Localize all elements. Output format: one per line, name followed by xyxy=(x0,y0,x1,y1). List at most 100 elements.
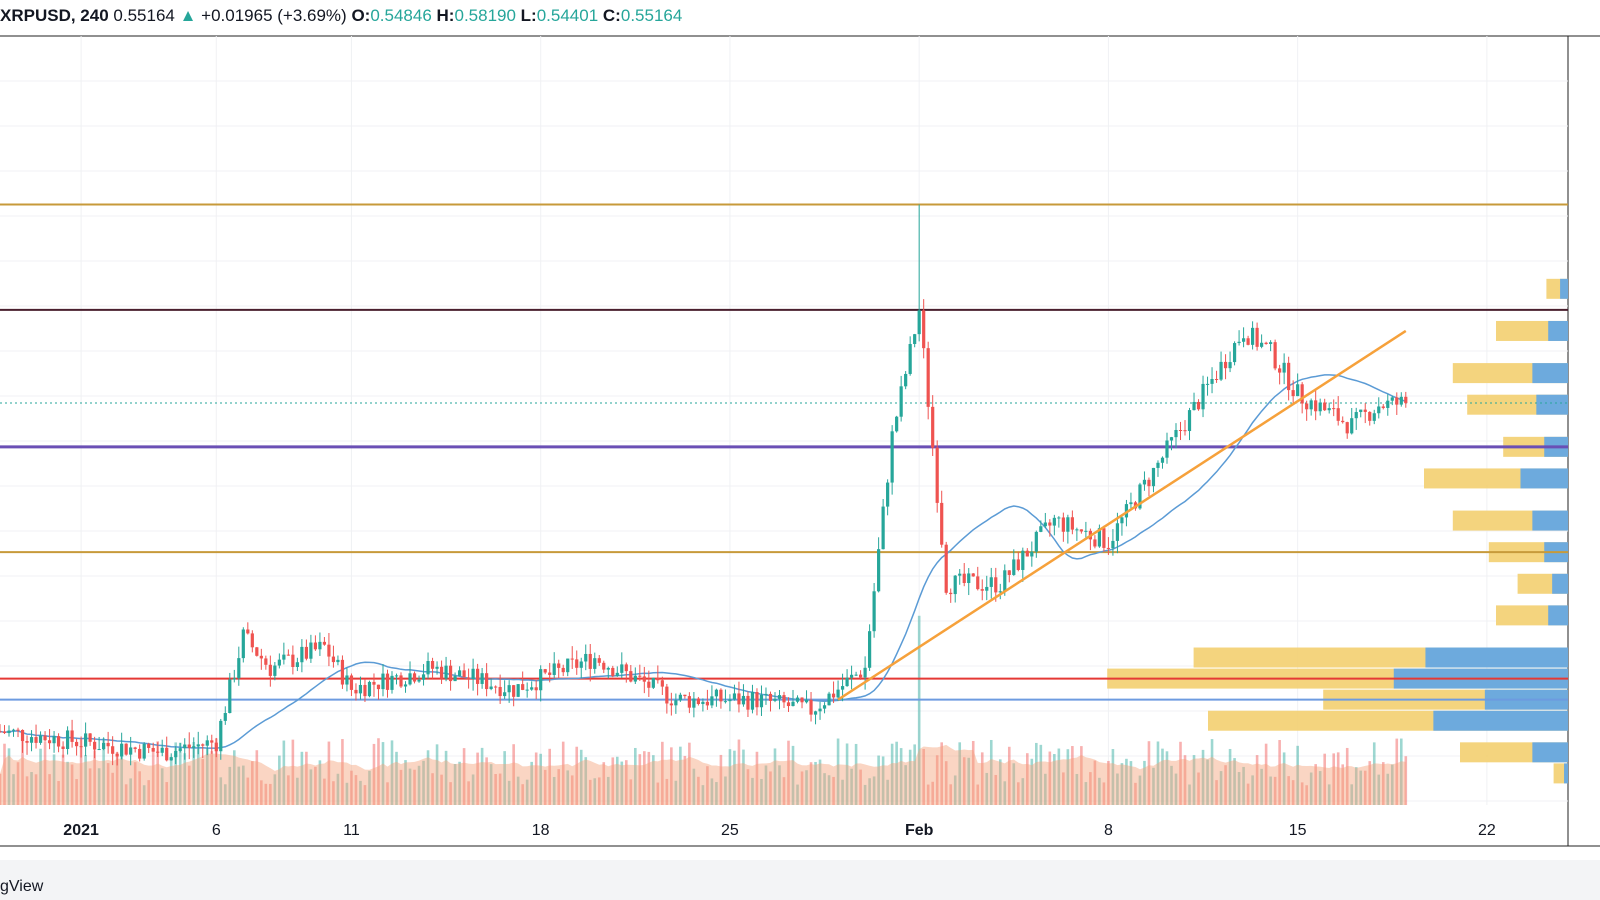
candle-body xyxy=(899,386,903,417)
volume-bar xyxy=(606,776,610,805)
volume-bar xyxy=(1116,773,1119,805)
x-tick-label: 11 xyxy=(343,822,360,839)
volume-bar xyxy=(516,776,520,805)
volume-bar xyxy=(1057,748,1061,805)
volume-bar xyxy=(372,743,376,805)
candle-body xyxy=(908,344,912,374)
volume-bar xyxy=(1323,753,1326,805)
volume-bar xyxy=(223,784,227,805)
candle-body xyxy=(1151,467,1156,487)
volume-bar xyxy=(530,761,533,805)
candle-body xyxy=(277,659,281,666)
candle-body xyxy=(205,740,209,746)
volume-bar xyxy=(183,753,187,805)
candle-body xyxy=(926,348,930,407)
candle-body xyxy=(192,746,196,748)
volume-bar xyxy=(764,765,768,805)
candle-body xyxy=(768,693,773,701)
volume-bar xyxy=(1233,758,1236,805)
candle-body xyxy=(331,656,336,663)
volume-bar xyxy=(1345,747,1349,805)
volume-bar xyxy=(962,757,966,805)
volume-bar xyxy=(688,742,691,805)
volume-bar xyxy=(904,765,907,805)
candle-body xyxy=(1404,396,1408,404)
symbol-name[interactable]: XRPUSD, 240 xyxy=(0,6,109,25)
volume-bar xyxy=(1291,780,1295,805)
candle-body xyxy=(890,431,894,483)
volume-bar xyxy=(1287,776,1290,805)
volume-bar xyxy=(97,768,101,805)
volume-bar xyxy=(1170,765,1173,805)
candle-body xyxy=(38,735,43,743)
candle-body xyxy=(687,696,691,708)
candle-body xyxy=(1129,502,1133,505)
volume-bar xyxy=(160,768,164,805)
price-levels[interactable] xyxy=(0,203,1568,701)
candle-body xyxy=(584,653,588,662)
candle-body xyxy=(1160,457,1165,463)
volume-bar xyxy=(1386,773,1390,805)
volume-bar xyxy=(1395,738,1399,805)
candle-body xyxy=(336,659,340,663)
candle-body xyxy=(1052,517,1056,526)
volume-bar xyxy=(836,738,840,805)
candle-body xyxy=(1075,529,1079,531)
candle-body xyxy=(935,447,939,503)
volume-bar xyxy=(944,761,948,805)
open-label: O: xyxy=(351,6,371,25)
volume-bar xyxy=(363,785,367,805)
candle-body xyxy=(503,692,507,697)
volume-bar xyxy=(823,773,826,805)
volume-bar xyxy=(84,754,87,805)
candle-body xyxy=(1030,551,1034,557)
volume-bar xyxy=(917,615,921,805)
volume-bar xyxy=(751,777,754,805)
candle-body xyxy=(489,686,493,690)
volume-bar xyxy=(652,755,655,805)
candle-body xyxy=(214,742,218,752)
volume-bar xyxy=(444,750,448,805)
candle-body xyxy=(516,684,520,697)
volume-bar xyxy=(327,741,331,805)
candle-body xyxy=(79,746,83,748)
low-value: 0.54401 xyxy=(536,6,599,25)
candle-body xyxy=(1016,559,1020,570)
candle-body xyxy=(363,684,367,697)
candle-body xyxy=(1205,383,1210,385)
volume-bar xyxy=(480,747,484,805)
candle-body xyxy=(759,694,764,708)
volume-bar xyxy=(156,741,160,805)
volume-bar xyxy=(1296,745,1299,805)
volume-bar xyxy=(755,751,759,805)
candle-body xyxy=(457,670,462,677)
volume-bar xyxy=(561,741,565,805)
candle-body xyxy=(683,694,687,697)
volume-bar xyxy=(940,742,944,805)
volume-bar xyxy=(1305,785,1308,805)
volume-bar xyxy=(1404,756,1408,805)
symbol-legend: XRPUSD, 240 0.55164 ▲ +0.01965 (+3.69%) … xyxy=(0,6,682,28)
volume-bar xyxy=(1093,760,1097,805)
trend-layer[interactable] xyxy=(837,329,1407,701)
time-axis: 2021 6 11 18 25 Feb 8 15 22 xyxy=(63,822,1496,839)
volume-bar xyxy=(1228,748,1232,805)
candle-body xyxy=(115,753,119,757)
volume-bar xyxy=(1215,780,1218,805)
volume-bar xyxy=(232,750,236,805)
volume-bar xyxy=(219,777,223,805)
candle-body xyxy=(1377,406,1381,414)
candle-body xyxy=(241,629,245,659)
candle-body xyxy=(471,668,475,679)
candle-body xyxy=(1241,338,1246,342)
volume-bar xyxy=(683,755,687,805)
volume-bar xyxy=(1143,760,1146,805)
candle-body xyxy=(1003,570,1007,592)
candle-body xyxy=(1066,517,1070,532)
volume-bar xyxy=(1201,749,1205,805)
volume-bar xyxy=(485,757,488,805)
volume-bar xyxy=(521,784,524,805)
volume-bar xyxy=(12,774,15,805)
volume-bar xyxy=(165,782,169,805)
